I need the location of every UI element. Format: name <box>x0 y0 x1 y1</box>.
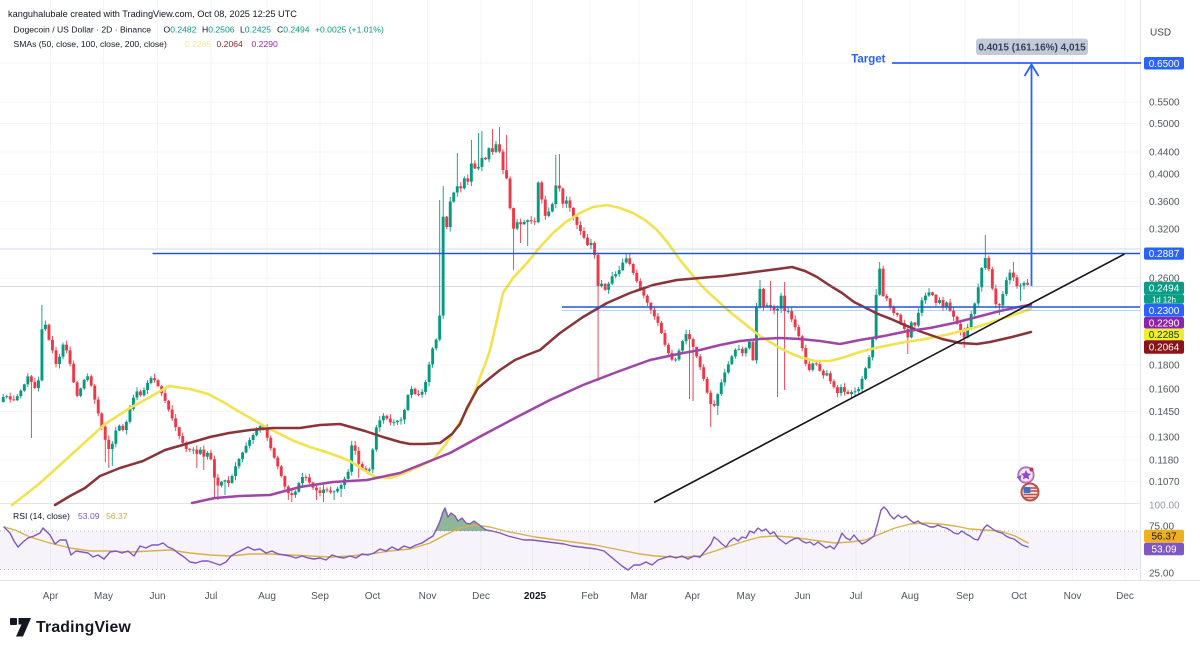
svg-text:53.09: 53.09 <box>78 511 100 521</box>
svg-text:C0.2494: C0.2494 <box>277 25 310 35</box>
svg-text:0.1450: 0.1450 <box>1149 407 1180 418</box>
svg-text:Mar: Mar <box>630 591 648 602</box>
svg-text:Jul: Jul <box>205 591 218 602</box>
svg-text:Dec: Dec <box>472 591 490 602</box>
svg-text:Dogecoin / US Dollar · 2D · Bi: Dogecoin / US Dollar · 2D · Binance <box>14 25 152 35</box>
svg-text:0.1300: 0.1300 <box>1149 433 1180 444</box>
svg-text:Oct: Oct <box>365 591 381 602</box>
svg-text:Apr: Apr <box>43 591 59 602</box>
svg-text:USD: USD <box>1150 28 1171 39</box>
svg-text:May: May <box>94 591 113 602</box>
svg-text:Nov: Nov <box>419 591 437 602</box>
svg-text:H0.2506: H0.2506 <box>202 25 235 35</box>
svg-text:0.5500: 0.5500 <box>1149 98 1180 109</box>
svg-text:0.4400: 0.4400 <box>1149 148 1180 159</box>
svg-text:0.2887: 0.2887 <box>1149 249 1180 260</box>
svg-text:May: May <box>737 591 756 602</box>
svg-text:SMAs (50, close, 100, close, 2: SMAs (50, close, 100, close, 200, close) <box>14 39 167 49</box>
svg-text:Jun: Jun <box>149 591 165 602</box>
svg-text:Feb: Feb <box>581 591 599 602</box>
svg-text:0.4000: 0.4000 <box>1149 170 1180 181</box>
svg-text:0.1800: 0.1800 <box>1149 361 1180 372</box>
svg-text:Sep: Sep <box>311 591 329 602</box>
svg-text:0.2285: 0.2285 <box>185 39 212 49</box>
svg-text:0.2600: 0.2600 <box>1149 274 1180 285</box>
svg-text:100.00: 100.00 <box>1149 501 1180 512</box>
svg-text:56.37: 56.37 <box>1151 532 1176 543</box>
svg-text:Jul: Jul <box>850 591 863 602</box>
svg-text:0.2494: 0.2494 <box>1149 284 1180 295</box>
svg-text:Jun: Jun <box>794 591 810 602</box>
svg-text:0.2290: 0.2290 <box>1149 318 1180 329</box>
svg-text:0.1070: 0.1070 <box>1149 477 1180 488</box>
svg-text:0.5000: 0.5000 <box>1149 119 1180 130</box>
svg-text:0.2285: 0.2285 <box>1149 330 1180 341</box>
svg-text:Target: Target <box>851 54 885 66</box>
svg-text:RSI (14, close): RSI (14, close) <box>13 511 70 521</box>
svg-text:Apr: Apr <box>685 591 701 602</box>
svg-text:0.2290: 0.2290 <box>252 39 279 49</box>
svg-text:0.3200: 0.3200 <box>1149 225 1180 236</box>
svg-text:0.1180: 0.1180 <box>1149 456 1179 467</box>
svg-text:kanguhalubale created with Tra: kanguhalubale created with TradingView.c… <box>8 9 297 19</box>
svg-text:56.37: 56.37 <box>106 511 128 521</box>
svg-text:75.00: 75.00 <box>1149 522 1174 533</box>
svg-text:Dec: Dec <box>1116 591 1134 602</box>
svg-text:Nov: Nov <box>1064 591 1082 602</box>
svg-text:25.00: 25.00 <box>1149 569 1174 580</box>
svg-text:0.2064: 0.2064 <box>1149 343 1180 354</box>
svg-text:53.09: 53.09 <box>1151 545 1176 556</box>
svg-text:0.4015 (161.16%) 4,015: 0.4015 (161.16%) 4,015 <box>978 43 1086 54</box>
svg-text:0.1600: 0.1600 <box>1149 385 1180 396</box>
svg-text:0.2064: 0.2064 <box>217 39 244 49</box>
svg-text:2025: 2025 <box>524 591 547 602</box>
svg-text:0.3600: 0.3600 <box>1149 197 1180 208</box>
svg-text:Sep: Sep <box>956 591 974 602</box>
svg-text:0.6500: 0.6500 <box>1149 59 1180 70</box>
svg-text:Aug: Aug <box>901 591 919 602</box>
svg-text:Aug: Aug <box>258 591 276 602</box>
svg-text:0.2300: 0.2300 <box>1149 306 1180 317</box>
svg-text:O0.2482: O0.2482 <box>164 25 197 35</box>
svg-text:TradingView: TradingView <box>36 619 131 636</box>
svg-text:Oct: Oct <box>1011 591 1027 602</box>
svg-text:1d 12h: 1d 12h <box>1152 295 1176 304</box>
svg-text:L0.2425: L0.2425 <box>240 25 271 35</box>
svg-text:+0.0025 (+1.01%): +0.0025 (+1.01%) <box>315 25 384 35</box>
